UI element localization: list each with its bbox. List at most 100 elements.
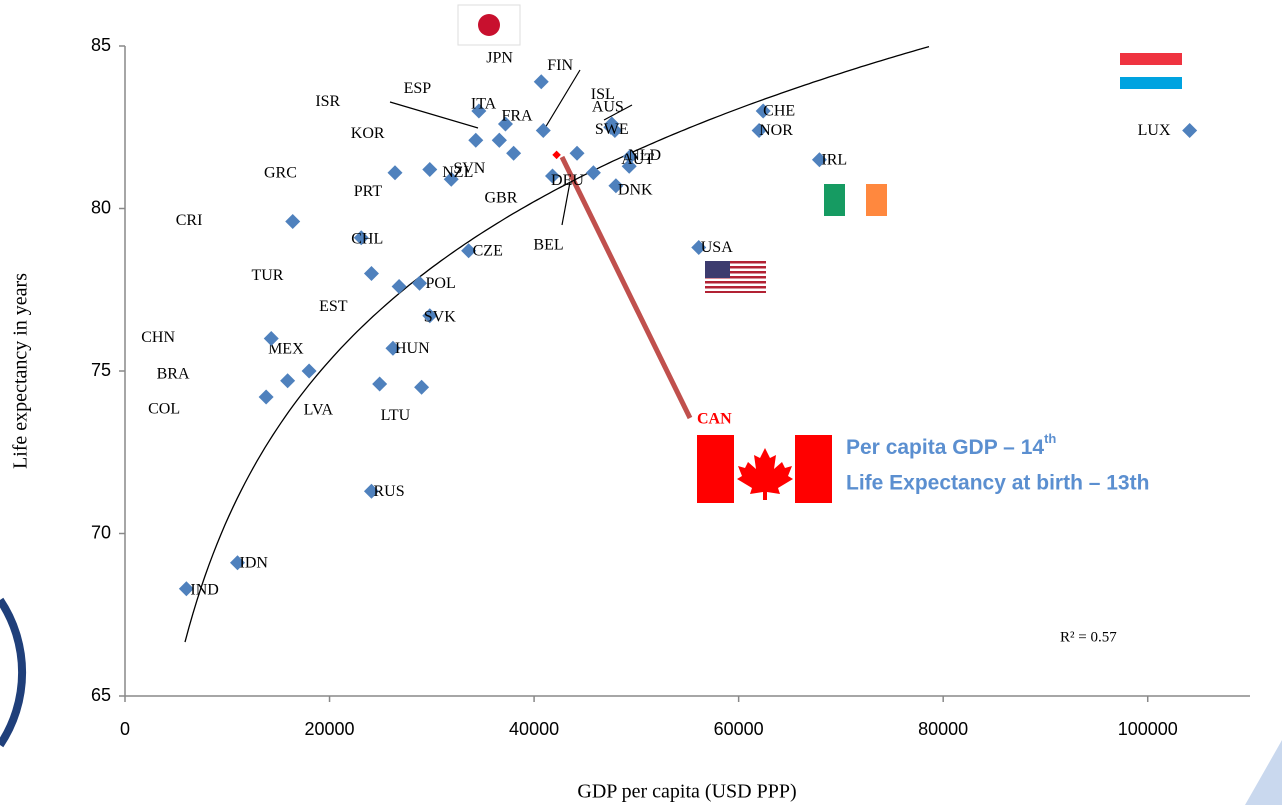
annotation-text: Per capita GDP – 14: [846, 436, 1044, 459]
point-label: DEU: [551, 172, 584, 189]
data-point: [280, 373, 296, 389]
trendline: [184, 45, 930, 643]
data-point: [285, 214, 301, 229]
point-label: GBR: [485, 190, 518, 207]
flag-luxembourg: [1120, 53, 1182, 89]
data-point: [621, 158, 637, 174]
point-label: CRI: [176, 212, 203, 229]
flag-usa: [705, 261, 766, 293]
flag-canada: [697, 435, 832, 503]
point-label: GRC: [264, 164, 297, 181]
data-point: [178, 581, 194, 597]
x-tick-label: 0: [120, 719, 130, 739]
data-point: [535, 123, 551, 138]
y-tick-label: 80: [91, 197, 111, 217]
point-label: LTU: [381, 407, 411, 424]
point-label: LUX: [1138, 122, 1171, 139]
point-label: CHL: [351, 230, 383, 247]
point-label: CHN: [141, 329, 175, 346]
point-label: PRT: [354, 183, 383, 200]
connector: [559, 155, 693, 420]
data-point: [385, 340, 401, 356]
x-tick-label: 80000: [918, 719, 968, 739]
point-label: CHE: [763, 103, 795, 120]
data-point: [372, 376, 388, 392]
x-axis-title: GDP per capita (USD PPP): [577, 781, 796, 803]
data-point: [585, 165, 601, 181]
point-label: IND: [190, 581, 218, 598]
point-label: SVN: [453, 160, 485, 177]
data-point: [412, 275, 428, 291]
point-label: IDN: [240, 554, 269, 571]
data-point: [422, 162, 438, 177]
data-point: [363, 266, 379, 281]
flag-japan: [457, 4, 521, 46]
data-point: [545, 168, 560, 184]
point-label: HUN: [395, 340, 430, 357]
data-point: [353, 230, 369, 246]
data-point: [533, 74, 549, 90]
data-point: [497, 116, 513, 132]
x-tick-label: 40000: [509, 719, 559, 739]
point-label: EST: [319, 298, 348, 315]
data-point: [230, 555, 245, 571]
x-tick-label: 60000: [714, 719, 764, 739]
point-label: ISR: [315, 93, 340, 110]
annotation: Per capita GDP – 14th: [846, 431, 1056, 458]
data-point: [468, 132, 484, 148]
point-label: AUS: [592, 99, 624, 116]
point-label: MEX: [268, 341, 304, 358]
x-tick-label: 20000: [305, 719, 355, 739]
data-point: [391, 279, 407, 294]
data-point: [471, 103, 487, 119]
data-point: [301, 363, 317, 379]
data-point: [443, 171, 459, 187]
point-label: ITA: [471, 96, 497, 113]
data-point: [258, 389, 274, 405]
point-label: TUR: [251, 267, 283, 284]
decor-corner: [1245, 740, 1282, 805]
point-label: KOR: [351, 125, 385, 142]
point-label: NZL: [442, 164, 473, 181]
point-label: BRA: [157, 365, 190, 382]
data-point: [811, 152, 827, 168]
data-point: [461, 243, 477, 259]
data-point: [607, 123, 623, 138]
data-point: [550, 149, 563, 161]
data-point: [263, 331, 279, 346]
data-point: [755, 103, 771, 119]
data-point: [751, 123, 767, 138]
leader-lines: [389, 69, 633, 226]
data-point: [608, 178, 624, 194]
point-label: FIN: [547, 57, 573, 74]
point-label: ISL: [591, 86, 615, 103]
point-label: BEL: [533, 236, 563, 253]
y-tick-label: 65: [91, 685, 111, 705]
point-label: IRL: [821, 151, 847, 168]
data-point: [414, 379, 430, 395]
point-label: JPN: [486, 49, 513, 66]
y-tick-label: 85: [91, 35, 111, 55]
flag-ireland: [824, 184, 887, 216]
y-tick-label: 75: [91, 360, 111, 380]
data-point: [506, 145, 522, 161]
data-point: [363, 483, 379, 499]
point-label: AUT: [621, 151, 654, 168]
point-label: LVA: [304, 402, 334, 419]
annotation: Life Expectancy at birth – 13th: [846, 472, 1149, 495]
data-point: [569, 145, 585, 161]
y-tick-label: 70: [91, 522, 111, 542]
point-label: SVK: [424, 308, 456, 325]
annotation-sup: th: [1044, 431, 1056, 446]
data-point: [422, 308, 438, 324]
point-label: USA: [701, 239, 733, 256]
point-label: DNK: [618, 181, 653, 198]
point-label: NLD: [628, 147, 661, 164]
highlight-label: CAN: [697, 411, 732, 428]
data-point: [622, 149, 638, 164]
point-label: NOR: [759, 122, 793, 139]
point-label: COL: [148, 401, 180, 418]
decor-arc: [0, 597, 27, 748]
point-label: FRA: [501, 108, 533, 125]
